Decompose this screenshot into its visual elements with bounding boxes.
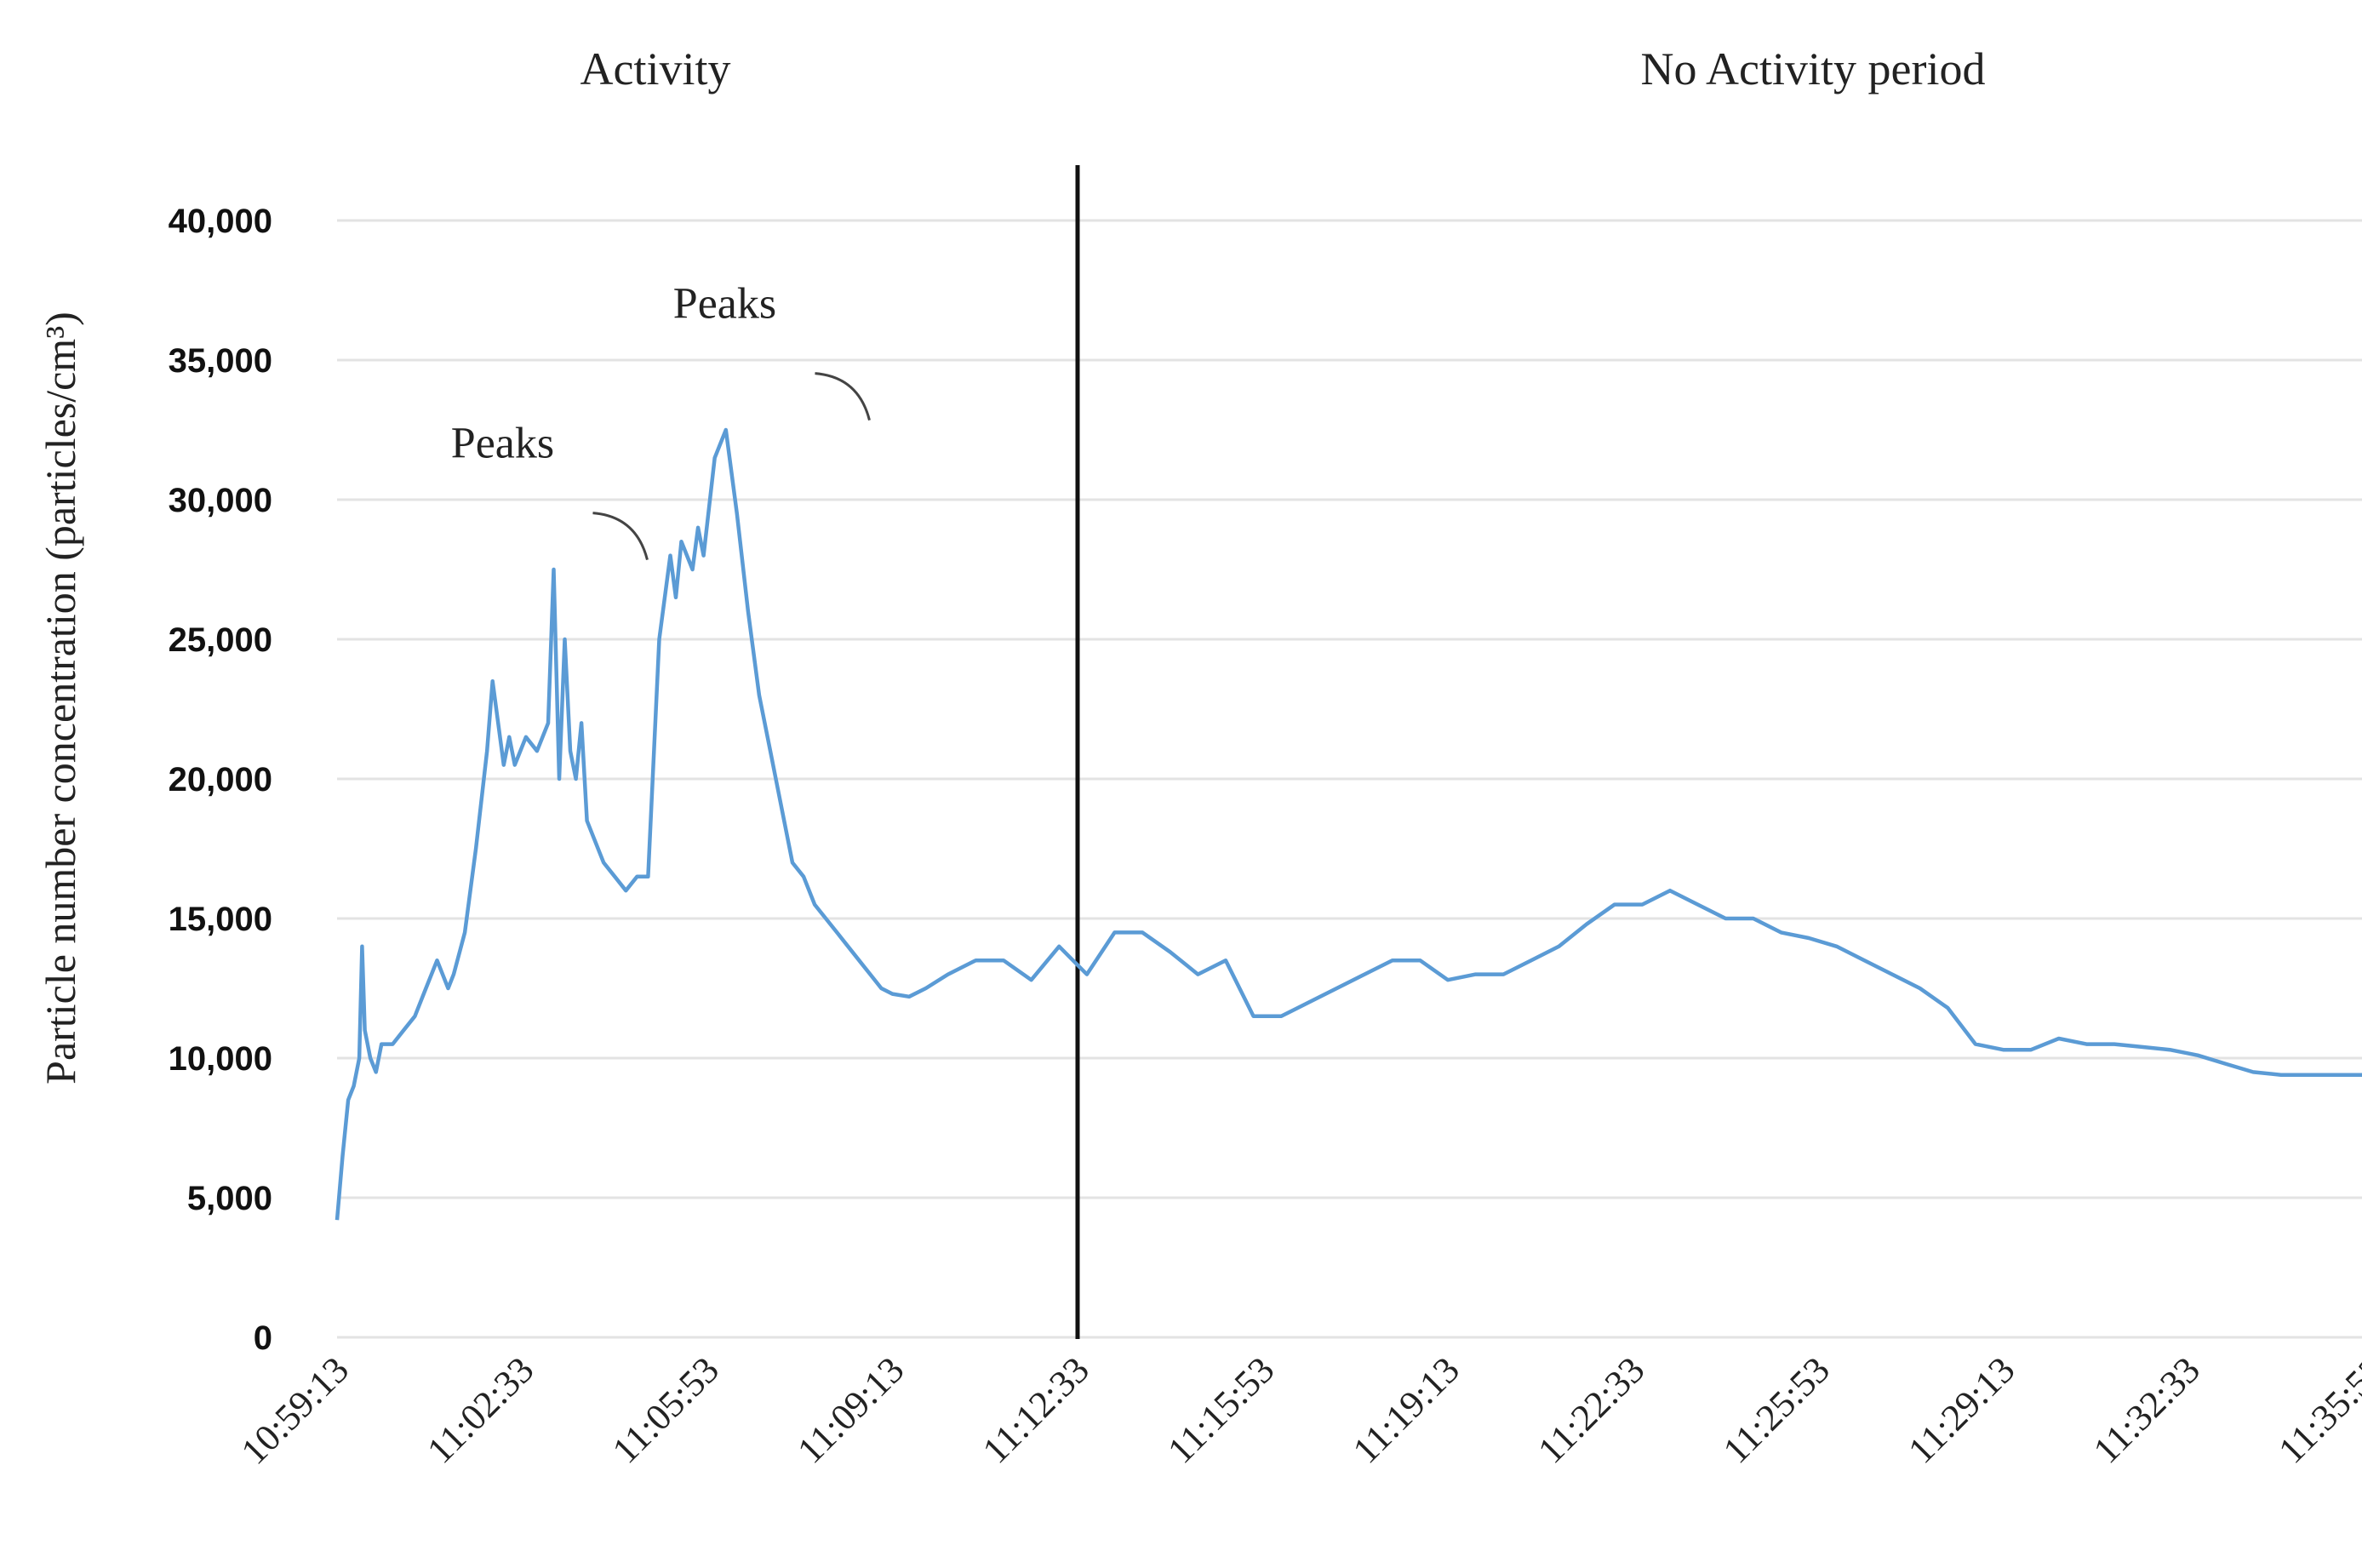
gridlines <box>337 219 2362 1339</box>
x-tick-label: 11:22:33 <box>1530 1348 1652 1471</box>
x-tick-label: 11:32:33 <box>2085 1348 2208 1471</box>
y-tick-label: 20,000 <box>169 761 272 798</box>
region-label-activity: Activity <box>580 43 731 94</box>
y-axis-label: Particle number concentration (particles… <box>37 312 84 1084</box>
x-tick-label: 11:12:33 <box>975 1348 1097 1471</box>
x-tick-label: 11:02:33 <box>419 1348 541 1471</box>
x-tick-label: 10:59:13 <box>233 1348 357 1472</box>
peaks-label: Peaks <box>673 280 776 329</box>
x-tick-label: 11:15:53 <box>1159 1348 1282 1471</box>
y-tick-label: 15,000 <box>169 901 272 938</box>
x-axis-ticks: 10:59:13 11:02:33 11:05:53 11:09:13 11:12:33… <box>233 1348 2362 1472</box>
x-tick-label: 11:29:13 <box>1900 1348 2022 1471</box>
x-tick-label: 11:19:13 <box>1345 1348 1467 1471</box>
y-tick-label: 5,000 <box>187 1180 272 1217</box>
y-tick-label: 40,000 <box>169 203 272 240</box>
y-tick-label: 10,000 <box>169 1040 272 1078</box>
y-tick-label: 35,000 <box>169 342 272 380</box>
peaks-label: Peaks <box>451 420 554 468</box>
x-tick-label: 11:25:53 <box>1715 1348 1838 1471</box>
y-axis-ticks: 0 5,000 10,000 15,000 20,000 25,000 30,000 35,0… <box>169 203 272 1357</box>
annotations: Peaks Peaks <box>451 280 871 560</box>
x-tick-label: 11:35:53 <box>2270 1348 2362 1471</box>
y-tick-label: 30,000 <box>169 482 272 519</box>
peaks-bracket <box>592 512 649 560</box>
peaks-bracket <box>815 372 871 421</box>
region-label-no-activity: No Activity period <box>1641 43 1986 94</box>
x-tick-label: 11:09:13 <box>789 1348 912 1471</box>
x-tick-label: 11:05:53 <box>604 1348 727 1471</box>
series-line <box>335 427 2362 1221</box>
y-tick-label: 0 <box>254 1319 272 1357</box>
y-tick-label: 25,000 <box>169 621 272 659</box>
